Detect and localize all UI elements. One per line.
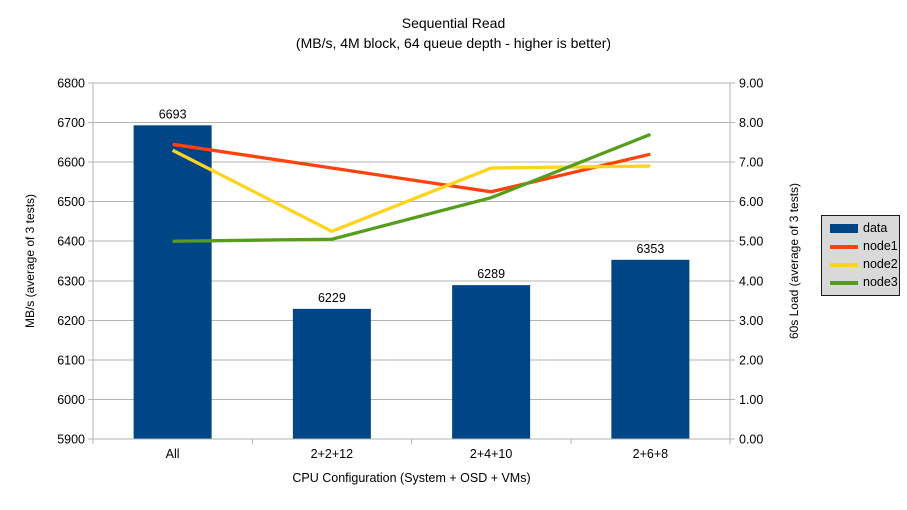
- right-axis-tick-label: 3.00: [739, 314, 763, 328]
- right-axis-title: 60s Load (average of 3 tests): [787, 182, 801, 340]
- right-axis-tick-label: 2.00: [739, 353, 763, 367]
- x-axis-title: CPU Configuration (System + OSD + VMs): [292, 471, 531, 485]
- bar-data-All: [133, 125, 212, 439]
- right-axis-tick-label: 5.00: [739, 235, 763, 249]
- legend-item-node1: node1: [830, 240, 899, 253]
- legend-item-node3: node3: [830, 276, 899, 289]
- right-axis-tick-label: 0.00: [739, 433, 763, 447]
- chart-title: Sequential Read: [401, 15, 506, 31]
- bar-value-label: 6693: [159, 107, 187, 121]
- bar-data-2+4+10: [452, 285, 531, 439]
- left-axis-tick-label: 6600: [57, 156, 85, 170]
- right-axis-tick-label: 4.00: [739, 274, 763, 288]
- right-axis-tick-label: 7.00: [739, 156, 763, 170]
- legend-item-data: data: [830, 222, 899, 235]
- left-axis-tick-label: 6100: [57, 353, 85, 367]
- legend-label-data: data: [863, 221, 888, 235]
- right-axis-tick-label: 6.00: [739, 195, 763, 209]
- legend-swatch-node2: [830, 262, 858, 267]
- legend: data node1 node2 node3: [821, 215, 900, 296]
- legend-label-node2: node2: [863, 257, 898, 271]
- right-axis-tick-label: 8.00: [739, 116, 763, 130]
- chart-subtitle: (MB/s, 4M block, 64 queue depth - higher…: [295, 35, 612, 51]
- left-axis-tick-label: 6500: [57, 195, 85, 209]
- bar-data-2+2+12: [292, 308, 371, 439]
- line-node1: [172, 142, 651, 194]
- left-axis-tick-label: 6700: [57, 116, 85, 130]
- x-axis-category-label: 2+2+12: [311, 447, 353, 461]
- x-axis-category-label: 2+4+10: [470, 447, 512, 461]
- right-axis-tick-label: 9.00: [739, 77, 763, 91]
- bar-value-label: 6289: [477, 267, 505, 281]
- left-axis-tick-label: 5900: [57, 433, 85, 447]
- legend-label-node3: node3: [863, 275, 898, 289]
- bar-data-2+6+8: [611, 259, 690, 439]
- legend-swatch-node1: [830, 244, 858, 249]
- legend-swatch-node3: [830, 280, 858, 285]
- left-axis-tick-label: 6800: [57, 77, 85, 91]
- bar-value-label: 6353: [636, 242, 664, 256]
- left-axis-tick-label: 6200: [57, 314, 85, 328]
- left-axis-tick-label: 6400: [57, 235, 85, 249]
- legend-swatch-data: [830, 224, 858, 233]
- legend-item-node2: node2: [830, 258, 899, 271]
- x-axis-category-label: 2+6+8: [633, 447, 669, 461]
- left-axis-title: MB/s (average of 3 tests): [23, 193, 37, 329]
- x-axis-category-label: All: [166, 447, 180, 461]
- left-axis-tick-label: 6300: [57, 274, 85, 288]
- right-axis-tick-label: 1.00: [739, 393, 763, 407]
- line-node3: [172, 132, 651, 243]
- bar-value-label: 6229: [318, 291, 346, 305]
- legend-label-node1: node1: [863, 239, 898, 253]
- left-axis-tick-label: 6000: [57, 393, 85, 407]
